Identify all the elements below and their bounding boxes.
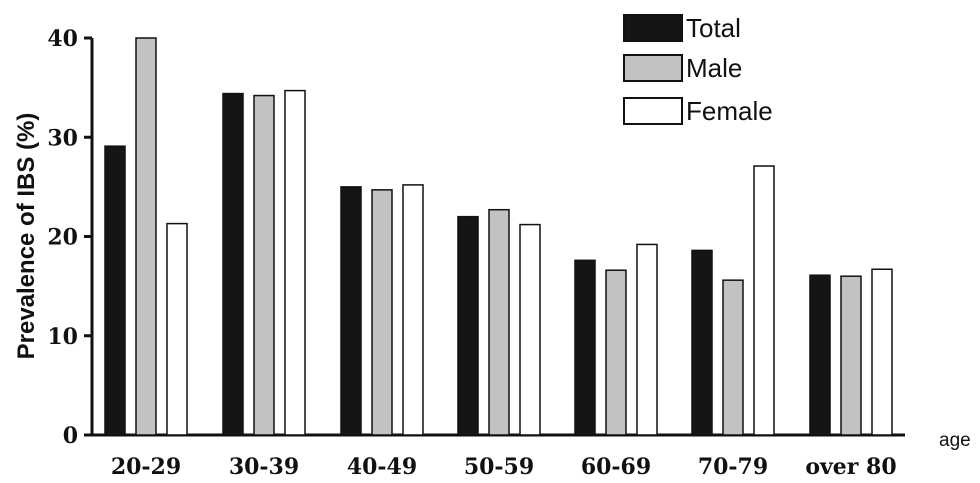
x-axis-label: age [939,430,971,451]
bar-female-20-29 [166,222,188,436]
bar-male-20-29 [135,37,157,436]
bar-female-70-79 [753,165,775,436]
bar-male-over-80 [840,275,862,436]
x-tick-label: 30-39 [229,454,299,480]
y-ticks: 0 10 20 30 40 [47,26,92,449]
bar-male-70-79 [722,279,744,436]
y-axis-label: Prevalence of IBS (%) [13,113,40,360]
y-tick-label: 10 [47,324,78,350]
bar-female-60-69 [636,243,658,436]
bar-female-40-49 [402,184,424,436]
bar-total-40-49 [340,186,362,436]
legend-swatch-total [623,14,683,42]
bar-male-50-59 [488,208,510,436]
y-tick-label: 0 [63,423,78,449]
y-tick-label: 40 [47,26,78,52]
bar-total-over-80 [809,274,831,436]
bar-female-30-39 [284,89,306,436]
legend-label-male: Male [686,53,742,83]
bar-total-20-29 [104,145,126,436]
x-tick-label: 60-69 [581,454,651,480]
x-tick-label: over 80 [805,454,896,480]
legend-label-total: Total [686,13,741,43]
bar-total-70-79 [691,249,713,436]
legend-swatch-female [623,97,683,125]
bar-male-60-69 [605,269,627,436]
x-tick-label: 20-29 [111,454,181,480]
bar-male-40-49 [371,189,393,436]
bar-total-60-69 [574,259,596,436]
x-tick-label: 50-59 [464,454,534,480]
x-tick-labels: 20-29 30-39 40-49 50-59 60-69 70-79 over 80 [111,454,897,480]
bar-total-50-59 [457,215,479,436]
x-tick-label: 40-49 [347,454,417,480]
y-tick-label: 30 [47,125,78,151]
bar-female-over-80 [871,268,893,436]
y-tick-label: 20 [47,225,78,251]
legend-swatch-male [623,54,683,82]
legend: Total Male Female [623,13,773,126]
bar-male-30-39 [253,94,275,436]
bars [104,37,893,436]
bar-female-50-59 [519,223,541,436]
legend-label-female: Female [686,96,773,126]
bar-total-30-39 [222,92,244,436]
x-tick-label: 70-79 [698,454,768,480]
